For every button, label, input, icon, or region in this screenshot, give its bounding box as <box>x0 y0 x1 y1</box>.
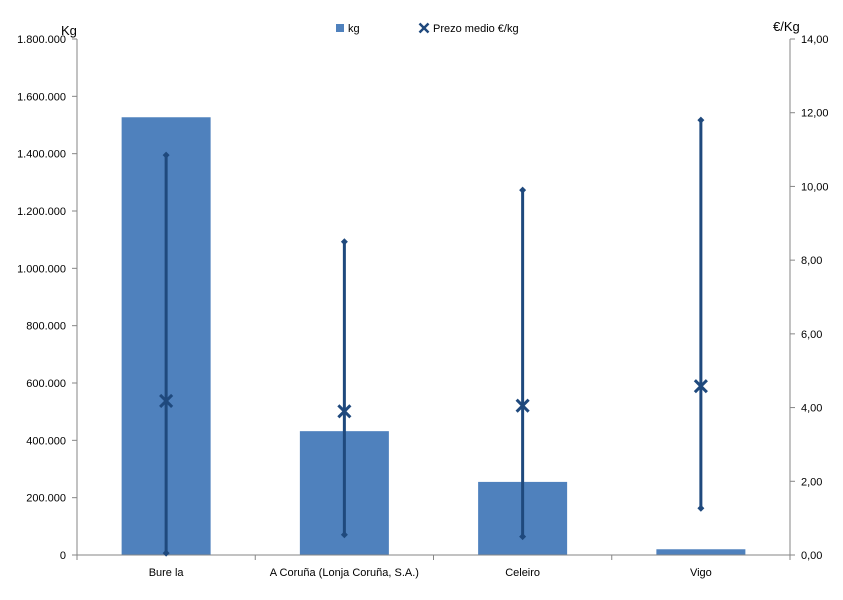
price-low-marker-2 <box>519 533 527 541</box>
right-axis-title: €/Kg <box>773 19 800 34</box>
left-tick-label-4: 800.000 <box>26 321 66 333</box>
price-mean-marker-2 <box>515 398 530 413</box>
left-tick-label-6: 1.200.000 <box>17 206 66 218</box>
left-tick-label-8: 1.600.000 <box>17 91 66 103</box>
left-tick-label-0: 0 <box>60 550 66 562</box>
price-high-marker-0 <box>162 151 170 159</box>
left-tick-label-3: 600.000 <box>26 378 66 390</box>
price-mean-marker-1-b <box>337 404 352 419</box>
right-tick-label-3: 6,00 <box>801 329 822 341</box>
price-mean-marker-0 <box>159 393 174 408</box>
price-layer <box>159 116 708 557</box>
price-high-marker-3 <box>697 116 705 124</box>
category-label-3: Vigo <box>690 567 712 579</box>
legend-kg-label: kg <box>348 23 360 35</box>
right-tick-label-0: 0,00 <box>801 550 822 562</box>
price-mean-marker-2-b <box>515 398 530 413</box>
price-low-marker-3 <box>697 504 705 512</box>
bars-layer <box>121 117 746 555</box>
price-mean-marker-1 <box>337 404 352 419</box>
price-mean-marker-0-b <box>159 393 174 408</box>
price-high-marker-1 <box>340 238 348 246</box>
right-tick-label-5: 10,00 <box>801 181 829 193</box>
price-mean-marker-3 <box>693 379 708 394</box>
right-tick-label-7: 14,00 <box>801 34 829 46</box>
price-mean-marker-3-b <box>693 379 708 394</box>
right-tick-label-4: 8,00 <box>801 255 822 267</box>
category-label-2: Celeiro <box>505 567 540 579</box>
axes-layer <box>72 38 795 560</box>
legend-price-x-b <box>418 22 430 34</box>
labels-layer: 0 200.000 400.000 600.000 800.000 1.000.000 1.… <box>17 34 828 579</box>
bar-3 <box>656 549 746 555</box>
price-low-marker-1 <box>340 531 348 539</box>
left-axis-title: Kg <box>61 23 77 38</box>
left-tick-label-7: 1.400.000 <box>17 149 66 161</box>
right-tick-label-2: 4,00 <box>801 403 822 415</box>
legend-kg-swatch <box>336 24 344 32</box>
legend: kg Prezo medio €/kg <box>336 22 519 35</box>
right-tick-label-1: 2,00 <box>801 476 822 488</box>
right-tick-label-6: 12,00 <box>801 108 829 120</box>
category-label-0: Bure la <box>149 567 185 579</box>
price-low-marker-0 <box>162 549 170 557</box>
legend-price-label: Prezo medio €/kg <box>433 23 519 35</box>
price-high-marker-2 <box>519 186 527 194</box>
left-tick-label-9: 1.800.000 <box>17 34 66 46</box>
left-tick-label-2: 400.000 <box>26 435 66 447</box>
category-label-1: A Coruña (Lonja Coruña, S.A.) <box>270 567 419 579</box>
legend-price-marker <box>418 22 430 34</box>
left-tick-label-5: 1.000.000 <box>17 263 66 275</box>
left-tick-label-1: 200.000 <box>26 493 66 505</box>
